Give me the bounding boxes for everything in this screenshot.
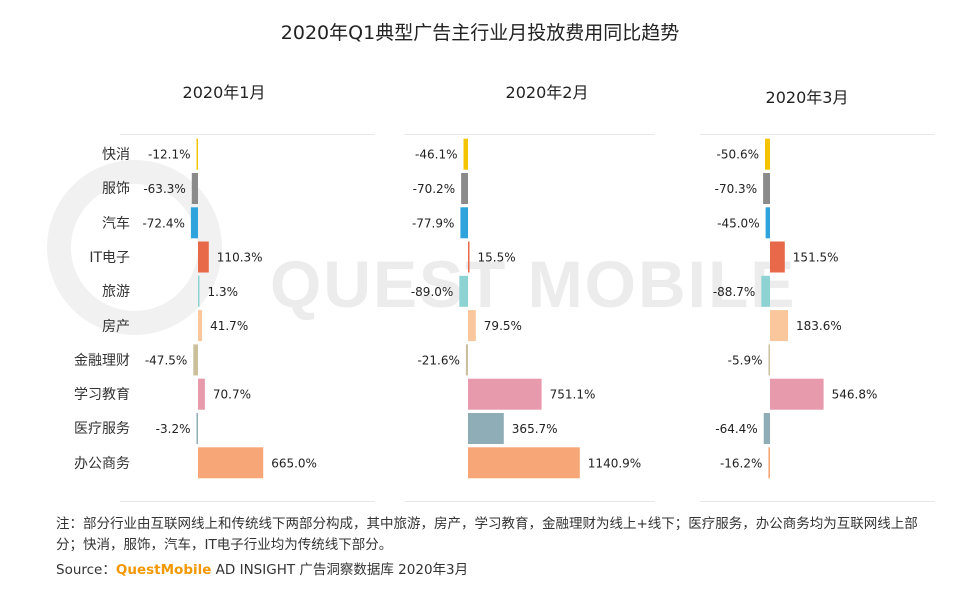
bar	[468, 241, 470, 273]
data-label: -64.4%	[715, 422, 757, 436]
bar	[196, 413, 198, 444]
data-label: 151.5%	[793, 251, 839, 265]
panel-top-rule	[405, 134, 655, 135]
data-label: 15.5%	[478, 251, 516, 265]
bar	[768, 447, 770, 479]
bar	[465, 344, 468, 376]
data-label: -50.6%	[717, 148, 759, 162]
panel-top-rule	[700, 134, 935, 135]
category-label: 汽车	[102, 215, 130, 232]
category-label: 服饰	[102, 181, 130, 198]
data-label: -46.1%	[415, 148, 457, 162]
panel-title-feb: 2020年2月	[505, 83, 589, 102]
data-label: -77.9%	[412, 216, 454, 230]
data-label: -5.9%	[728, 353, 763, 367]
bar	[459, 275, 468, 307]
data-label: 1.3%	[208, 285, 239, 299]
bar	[765, 207, 770, 239]
category-label: 旅游	[102, 284, 130, 301]
data-label: -16.2%	[720, 456, 762, 470]
panel-bottom-rule	[405, 501, 655, 502]
data-label: 665.0%	[271, 456, 317, 470]
data-label: -47.5%	[145, 353, 187, 367]
source-suffix: AD INSIGHT 广告洞察数据库 2020年3月	[211, 562, 469, 578]
data-label: -88.7%	[713, 285, 755, 299]
data-label: 183.6%	[796, 319, 842, 333]
data-label: 70.7%	[213, 388, 251, 402]
data-label: 751.1%	[550, 388, 596, 402]
bar	[190, 207, 198, 239]
bar	[468, 413, 504, 444]
category-label: 房产	[102, 318, 130, 335]
data-label: -63.3%	[143, 182, 185, 196]
bar	[198, 447, 264, 479]
source-brand: QuestMobile	[115, 562, 212, 578]
category-label: 学习教育	[74, 387, 130, 404]
bar	[761, 275, 770, 307]
category-label: 医疗服务	[74, 421, 130, 438]
data-label: -45.0%	[717, 216, 759, 230]
data-label: 79.5%	[484, 319, 522, 333]
data-label: -70.2%	[413, 182, 455, 196]
bar	[191, 173, 198, 204]
bar	[468, 310, 476, 342]
data-label: -70.3%	[715, 182, 757, 196]
data-label: -72.4%	[142, 216, 184, 230]
bar	[196, 138, 198, 170]
data-label: 41.7%	[210, 319, 248, 333]
bar	[770, 241, 785, 273]
bar	[765, 138, 770, 170]
data-label: 110.3%	[217, 251, 263, 265]
bar	[460, 207, 468, 239]
watermark-text: QUEST MOBILE	[270, 247, 797, 321]
panel-title-mar: 2020年3月	[765, 88, 849, 107]
category-label: 办公商务	[74, 455, 130, 472]
bar	[468, 447, 580, 479]
bar	[198, 378, 205, 410]
bar	[198, 241, 209, 273]
chart-title: 2020年Q1典型广告主行业月投放费用同比趋势	[280, 22, 680, 44]
category-label: 快消	[102, 147, 130, 163]
source-prefix: Source：	[56, 562, 116, 578]
bar	[463, 138, 468, 170]
panel-title-jan: 2020年1月	[182, 83, 266, 102]
bar	[198, 310, 203, 342]
category-label: IT电子	[89, 249, 130, 266]
data-label: -12.1%	[148, 148, 190, 162]
bar	[770, 378, 824, 410]
bar	[461, 173, 468, 204]
bar	[468, 378, 542, 410]
bar	[198, 275, 200, 307]
footnote: 注：部分行业由互联网线上和传统线下两部分构成，其中旅游，房产，学习教育，金融理财…	[56, 516, 918, 553]
data-label: -21.6%	[417, 353, 459, 367]
data-label: 546.8%	[832, 388, 878, 402]
data-label: -89.0%	[411, 285, 453, 299]
panel-bottom-rule	[120, 501, 375, 502]
bar	[770, 310, 788, 342]
source-line: Source：QuestMobile AD INSIGHT 广告洞察数据库 20…	[56, 558, 468, 578]
category-label: 金融理财	[74, 352, 130, 369]
bar	[768, 344, 770, 376]
data-label: 365.7%	[512, 422, 558, 436]
data-label: 1140.9%	[588, 456, 641, 470]
panel-bottom-rule	[700, 501, 935, 502]
data-label: -3.2%	[156, 422, 191, 436]
bar	[763, 413, 770, 444]
bar	[763, 173, 770, 204]
bar	[193, 344, 198, 376]
panel-top-rule	[120, 134, 375, 135]
